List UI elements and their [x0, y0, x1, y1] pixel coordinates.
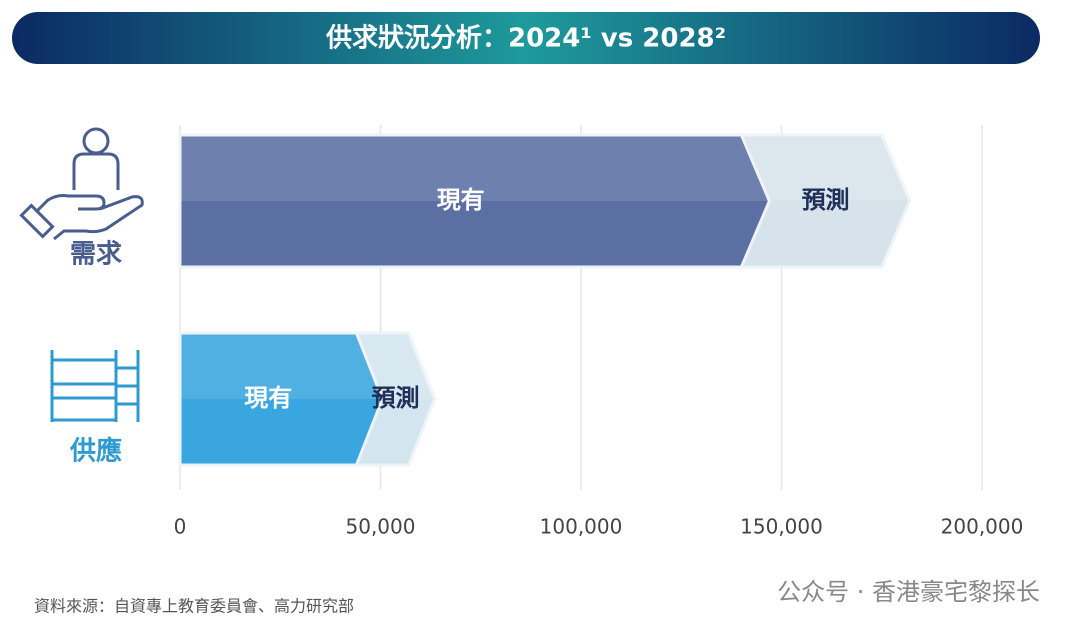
category-label: 需求 [70, 240, 122, 270]
supply-icon [50, 350, 140, 422]
category-label: 供應 [69, 436, 122, 467]
segment-label: 預測 [372, 384, 420, 412]
x-tick-label: 50,000 [346, 515, 416, 539]
title-banner [12, 12, 1040, 64]
watermark: 公众号 · 香港豪宅黎探长 [777, 578, 1040, 606]
x-tick-label: 200,000 [941, 515, 1024, 539]
bar-segment [178, 331, 385, 467]
chart-title: 供求狀況分析：2024¹ vs 2028² [325, 24, 726, 54]
x-tick-label: 150,000 [740, 515, 823, 539]
segment-label: 預測 [802, 186, 850, 214]
bar-segment [178, 133, 772, 269]
x-tick-label: 0 [174, 515, 187, 539]
bar-highlight [180, 333, 383, 399]
source-note: 資料來源：自資專上教育委員會、高力研究部 [34, 597, 354, 616]
x-tick-label: 100,000 [540, 515, 623, 539]
demand-icon [19, 127, 144, 241]
bar-highlight [180, 135, 770, 201]
segment-label: 現有 [437, 186, 485, 214]
segment-label: 現有 [244, 384, 292, 412]
bar-highlight [741, 135, 910, 201]
